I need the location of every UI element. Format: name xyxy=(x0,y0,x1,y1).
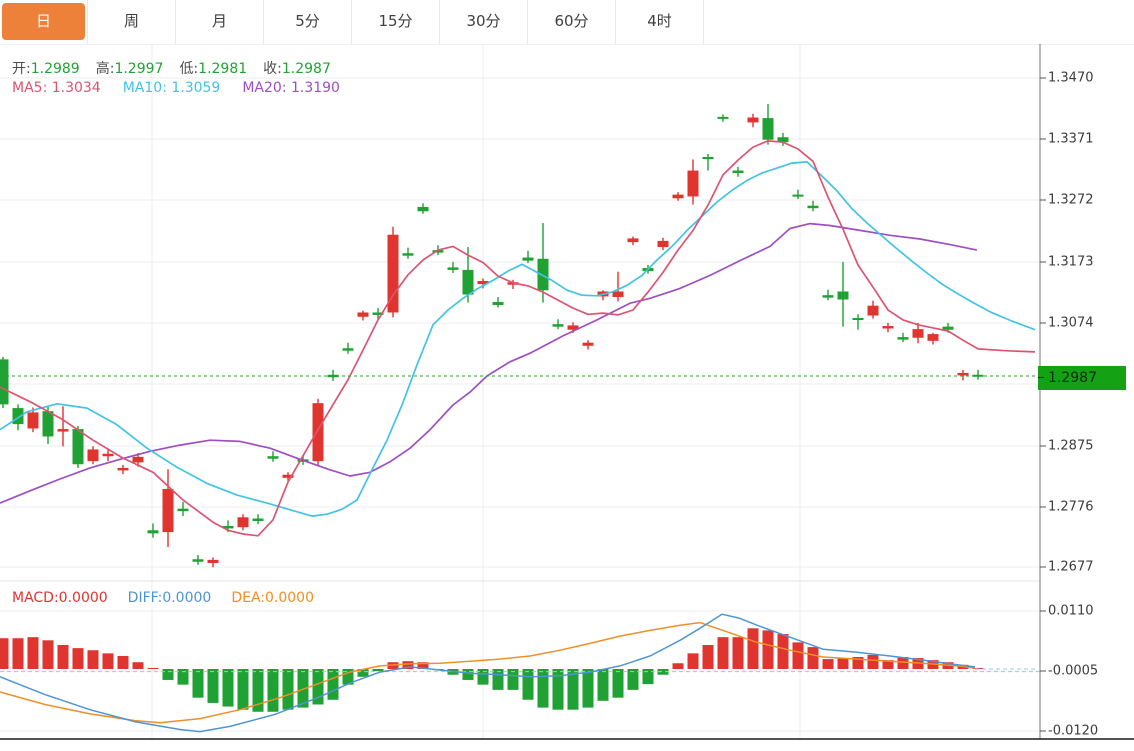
close-label: 收: xyxy=(263,61,282,77)
tab-label: 4时 xyxy=(647,12,672,30)
ma5-legend: MA5: 1.3034 xyxy=(12,80,101,96)
ma-legend: MA5: 1.3034 MA10: 1.3059 MA20: 1.3190 xyxy=(12,80,362,96)
tab-5min[interactable]: 5分 xyxy=(264,0,352,44)
ma5-line xyxy=(0,140,1036,537)
ma20-legend: MA20: 1.3190 xyxy=(242,80,340,96)
high-label: 高: xyxy=(95,61,115,77)
current-price-value: 1.2987 xyxy=(1048,370,1097,386)
tab-label: 周 xyxy=(123,12,139,30)
tab-label: 月 xyxy=(211,12,227,30)
diff-line xyxy=(0,613,976,733)
open-label: 开: xyxy=(12,61,31,77)
dea-line xyxy=(0,621,976,724)
current-price-badge: 1.2987 xyxy=(1038,366,1126,390)
tab-label: 60分 xyxy=(554,12,589,30)
tab-week[interactable]: 周 xyxy=(88,0,176,44)
axis-tick-label: 1.3173 xyxy=(1048,254,1094,270)
price-tick-icon xyxy=(1038,377,1044,378)
tab-label: 30分 xyxy=(466,12,501,30)
axis-frame xyxy=(0,44,1134,740)
tab-label: 5分 xyxy=(295,12,320,30)
macd-legend: MACD:0.0000 DIFF:0.0000 DEA:0.0000 xyxy=(12,590,334,606)
tab-label: 15分 xyxy=(378,12,413,30)
tab-30min[interactable]: 30分 xyxy=(440,0,528,44)
chart-svg xyxy=(0,44,1134,740)
diff-value-legend: DIFF:0.0000 xyxy=(127,590,212,606)
axis-tick-label: 0.0110 xyxy=(1048,603,1094,619)
high-value: 1.2997 xyxy=(114,61,164,77)
axis-tick-label: 1.3371 xyxy=(1048,131,1094,147)
open-value: 1.2989 xyxy=(30,61,80,77)
ma20-line xyxy=(0,222,978,504)
ohlc-readout: 开:1.2989 高:1.2997 低:1.2981 收:1.2987 xyxy=(12,58,347,78)
axis-tick-label: 1.2776 xyxy=(1048,499,1094,515)
candlestick-chart-canvas[interactable] xyxy=(0,44,1134,751)
axis-tick-label: 1.3272 xyxy=(1048,192,1094,208)
low-value: 1.2981 xyxy=(198,61,248,77)
candles-layer xyxy=(0,103,984,568)
axis-tick-label: 1.2677 xyxy=(1048,559,1094,575)
period-tabbar: 日 周 月 5分 15分 30分 60分 4时 xyxy=(0,0,1134,45)
axis-tick-label: -0.0120 xyxy=(1048,723,1099,739)
gridlines xyxy=(0,44,1040,739)
axis-tick-label: 1.3470 xyxy=(1048,70,1094,86)
macd-value-legend: MACD:0.0000 xyxy=(12,590,108,606)
tab-15min[interactable]: 15分 xyxy=(352,0,440,44)
axis-tick-label: 1.2875 xyxy=(1048,438,1094,454)
macd-histogram xyxy=(0,628,984,712)
axis-tick-label: 1.3074 xyxy=(1048,315,1094,331)
dea-value-legend: DEA:0.0000 xyxy=(231,590,314,606)
low-label: 低: xyxy=(179,61,199,77)
ma10-legend: MA10: 1.3059 xyxy=(122,80,221,96)
close-value: 1.2987 xyxy=(281,61,331,77)
axis-tick-label: -0.0005 xyxy=(1048,663,1099,679)
tab-label: 日 xyxy=(2,3,85,40)
tab-4hour[interactable]: 4时 xyxy=(616,0,704,44)
tab-60min[interactable]: 60分 xyxy=(528,0,616,44)
tab-day[interactable]: 日 xyxy=(0,0,88,44)
ma10-line xyxy=(0,161,1036,517)
tab-month[interactable]: 月 xyxy=(176,0,264,44)
